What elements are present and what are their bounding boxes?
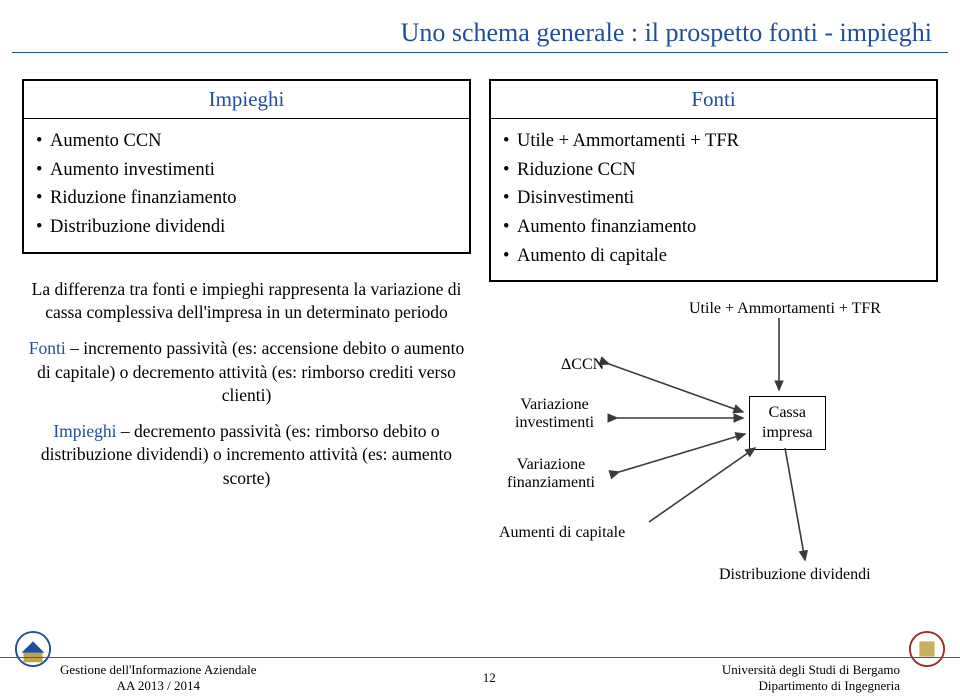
arrow-utile-to-cassa <box>769 318 789 398</box>
list-item: Aumento finanziamento <box>503 213 928 242</box>
list-item: Riduzione CCN <box>503 156 928 185</box>
explain-p3: Impieghi – decremento passività (es: rim… <box>28 420 465 491</box>
fonti-head: Fonti <box>491 81 936 118</box>
list-item: Disinvestimenti <box>503 184 928 213</box>
fonti-table: Fonti Utile + Ammortamenti + TFR Riduzio… <box>489 79 938 282</box>
explain-p1: La differenza tra fonti e impieghi rappr… <box>28 278 465 325</box>
node-var-fin: Variazionefinanziamenti <box>507 456 595 492</box>
list-item: Aumento investimenti <box>36 156 461 185</box>
list-item: Aumento di capitale <box>503 242 928 271</box>
node-utile: Utile + Ammortamenti + TFR <box>689 300 881 318</box>
page-title: Uno schema generale : il prospetto fonti… <box>0 0 960 52</box>
fonti-label: Fonti <box>29 338 66 358</box>
fonti-body: Utile + Ammortamenti + TFR Riduzione CCN… <box>491 118 936 280</box>
main-content: Impieghi Aumento CCN Aumento investiment… <box>0 53 960 606</box>
explain-block: La differenza tra fonti e impieghi rappr… <box>22 278 471 503</box>
arrow-varinv-to-cassa <box>617 410 752 430</box>
arrow-cassa-to-distrib <box>779 448 809 568</box>
list-item: Distribuzione dividendi <box>36 213 461 242</box>
impieghi-label: Impieghi <box>53 421 116 441</box>
right-column: Fonti Utile + Ammortamenti + TFR Riduzio… <box>489 79 938 606</box>
list-item: Aumento CCN <box>36 127 461 156</box>
list-item: Utile + Ammortamenti + TFR <box>503 127 928 156</box>
node-aum-cap: Aumenti di capitale <box>499 524 625 542</box>
footer: Gestione dell'Informazione Aziendale AA … <box>0 657 960 700</box>
explain-p2: Fonti – incremento passività (es: accens… <box>28 337 465 408</box>
node-var-inv: Variazioneinvestimenti <box>515 396 594 432</box>
flow-diagram: Utile + Ammortamenti + TFR ΔCCN Variazio… <box>489 296 938 606</box>
arrow-aumcap-to-cassa <box>649 446 769 531</box>
impieghi-table: Impieghi Aumento CCN Aumento investiment… <box>22 79 471 254</box>
node-cassa-box: Cassaimpresa <box>749 396 826 450</box>
list-item: Riduzione finanziamento <box>36 184 461 213</box>
node-dccn: ΔCCN <box>561 356 604 374</box>
footer-right: Università degli Studi di Bergamo Dipart… <box>722 662 900 695</box>
impieghi-head: Impieghi <box>24 81 469 118</box>
impieghi-body: Aumento CCN Aumento investimenti Riduzio… <box>24 118 469 252</box>
left-column: Impieghi Aumento CCN Aumento investiment… <box>22 79 471 606</box>
footer-left: Gestione dell'Informazione Aziendale AA … <box>60 662 257 695</box>
page-number: 12 <box>483 670 496 686</box>
node-distrib: Distribuzione dividendi <box>719 566 871 584</box>
